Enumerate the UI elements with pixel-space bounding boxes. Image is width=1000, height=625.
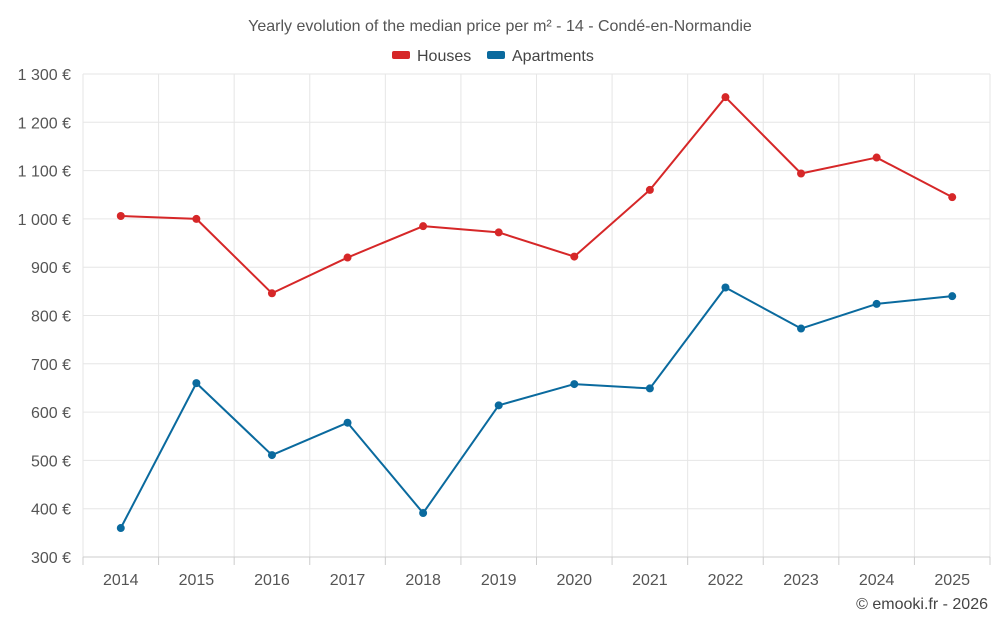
y-tick-label: 600 €	[31, 405, 71, 422]
data-point-houses[interactable]	[267, 289, 276, 298]
series-group	[116, 93, 957, 533]
credit-text: © emooki.fr - 2026	[856, 596, 988, 613]
y-tick-label: 1 300 €	[18, 67, 71, 84]
x-tick-label: 2015	[179, 572, 215, 589]
y-tick-label: 1 100 €	[18, 164, 71, 181]
data-point-houses[interactable]	[872, 153, 881, 162]
data-point-apartments[interactable]	[570, 380, 579, 389]
legend: Houses Apartments	[392, 48, 594, 65]
data-point-apartments[interactable]	[872, 299, 881, 308]
data-point-apartments[interactable]	[192, 379, 201, 388]
y-tick-label: 300 €	[31, 550, 71, 567]
x-tick-label: 2018	[405, 572, 441, 589]
data-point-houses[interactable]	[645, 185, 654, 194]
x-tick-label: 2014	[103, 572, 139, 589]
y-axis-ticks: 300 € 400 € 500 € 600 € 700 € 800 € 900 € 1 000…	[18, 67, 71, 567]
x-tick-label: 2024	[859, 572, 895, 589]
data-point-apartments[interactable]	[267, 451, 276, 460]
data-point-houses[interactable]	[570, 252, 579, 261]
legend-swatch-apartments	[487, 51, 505, 59]
legend-item-houses[interactable]: Houses	[392, 48, 471, 65]
y-tick-label: 700 €	[31, 357, 71, 374]
data-point-houses[interactable]	[797, 169, 806, 178]
x-tick-label: 2016	[254, 572, 290, 589]
legend-label-houses: Houses	[417, 48, 471, 65]
x-tick-label: 2019	[481, 572, 517, 589]
x-tick-label: 2021	[632, 572, 668, 589]
x-tick-label: 2020	[556, 572, 592, 589]
data-point-apartments[interactable]	[116, 524, 125, 533]
x-tick-label: 2023	[783, 572, 819, 589]
legend-item-apartments[interactable]: Apartments	[487, 48, 594, 65]
data-point-apartments[interactable]	[721, 283, 730, 292]
x-tick-label: 2017	[330, 572, 366, 589]
x-gridlines	[82, 74, 991, 565]
series-line-houses	[120, 96, 953, 295]
data-point-houses[interactable]	[419, 222, 428, 231]
data-point-apartments[interactable]	[797, 324, 806, 333]
chart-title: Yearly evolution of the median price per…	[248, 18, 752, 35]
y-tick-label: 400 €	[31, 502, 71, 519]
y-tick-label: 1 200 €	[18, 115, 71, 132]
data-point-apartments[interactable]	[343, 418, 352, 427]
data-point-houses[interactable]	[343, 253, 352, 262]
data-point-houses[interactable]	[494, 228, 503, 237]
data-point-apartments[interactable]	[419, 509, 428, 518]
legend-label-apartments: Apartments	[512, 48, 594, 65]
data-point-houses[interactable]	[948, 193, 957, 202]
y-tick-label: 900 €	[31, 260, 71, 277]
y-tick-label: 800 €	[31, 309, 71, 326]
y-tick-label: 1 000 €	[18, 212, 71, 229]
x-tick-label: 2022	[708, 572, 744, 589]
data-point-apartments[interactable]	[494, 401, 503, 410]
series-line-apartments	[119, 286, 953, 529]
y-tick-label: 500 €	[31, 453, 71, 470]
data-point-houses[interactable]	[721, 93, 730, 102]
x-axis-ticks: 2014 2015 2016 2017 2018 2019 2020 2021 2022 2023…	[103, 572, 970, 589]
data-point-houses[interactable]	[116, 212, 125, 221]
legend-swatch-houses	[392, 51, 410, 59]
data-point-apartments[interactable]	[645, 384, 654, 393]
data-point-apartments[interactable]	[948, 292, 957, 301]
x-tick-label: 2025	[934, 572, 970, 589]
data-point-houses[interactable]	[192, 214, 201, 223]
